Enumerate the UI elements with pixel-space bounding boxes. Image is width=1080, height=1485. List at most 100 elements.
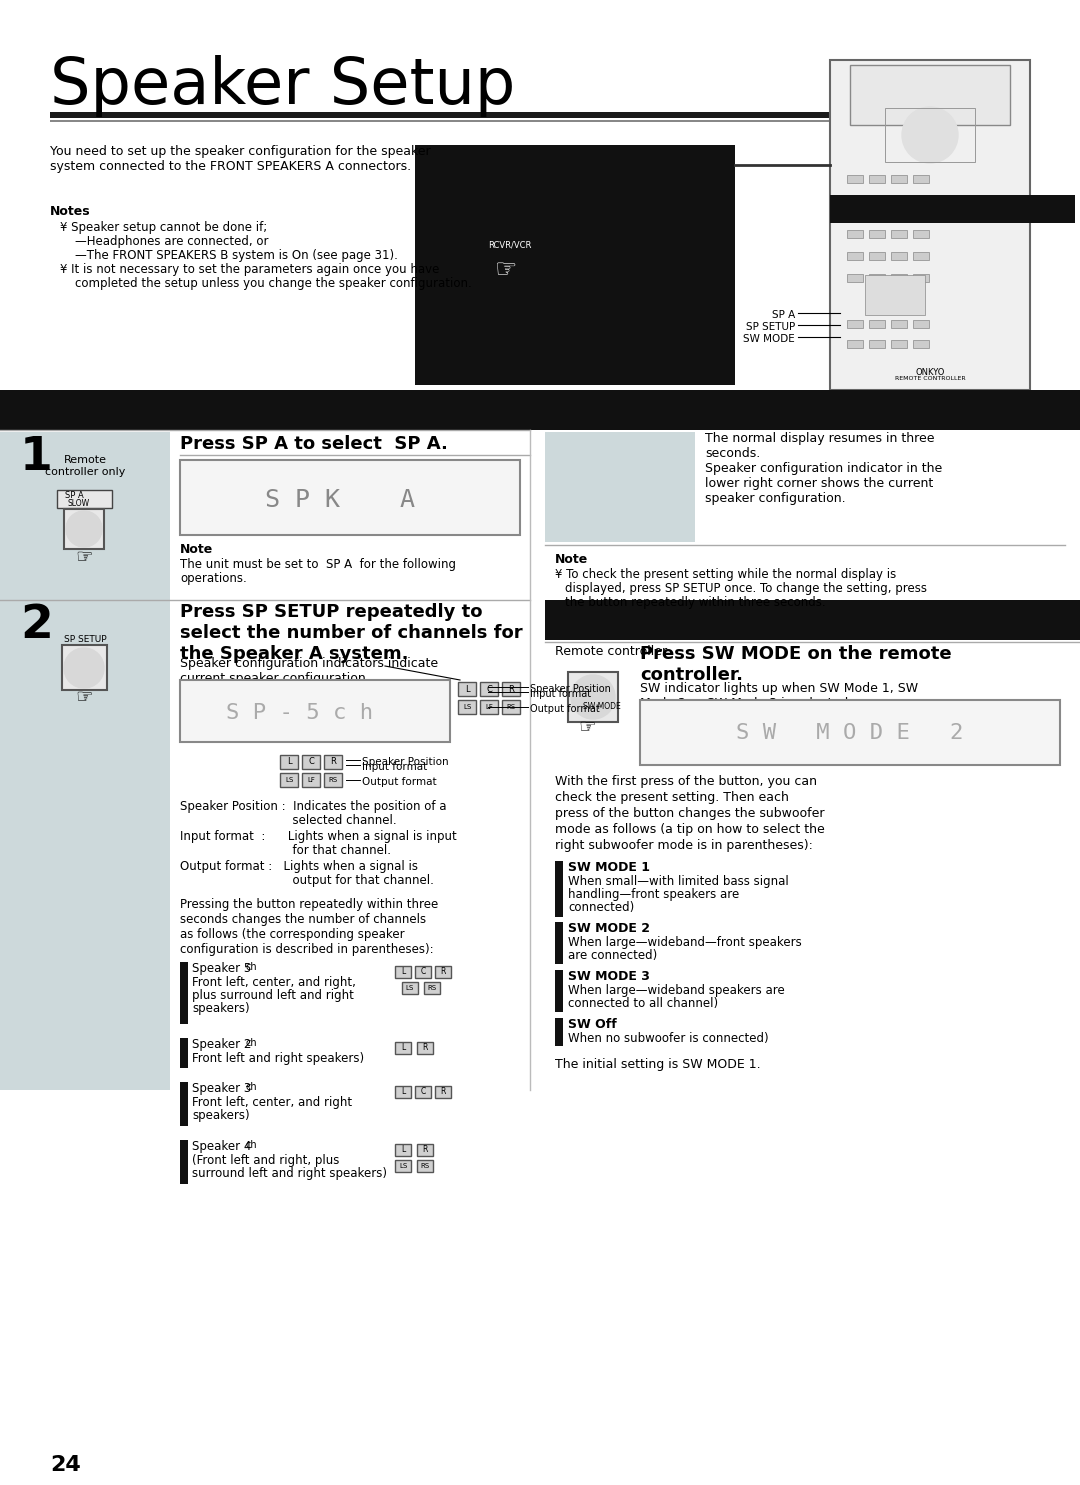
Bar [545,600,1080,640]
Text: You need to set up the speaker configuration for the speaker
system connected to: You need to set up the speaker configura… [50,146,431,172]
Bar [417,1143,433,1155]
Bar [555,970,563,1011]
Bar [402,982,418,993]
Bar [847,175,863,183]
Text: LS: LS [285,777,293,783]
Bar [502,699,519,714]
Text: press of the button changes the subwoofer: press of the button changes the subwoofe… [555,806,824,820]
Text: SP A: SP A [772,310,795,319]
Text: Remote controller: Remote controller [555,644,667,658]
Bar [869,275,885,282]
Bar [568,673,618,722]
Bar [847,252,863,260]
Bar [435,1086,451,1097]
Bar [458,682,476,696]
Bar [847,340,863,347]
Text: When large—wideband speakers are: When large—wideband speakers are [568,985,785,996]
Text: ch: ch [245,962,257,973]
Text: RS: RS [328,777,338,783]
Text: L: L [286,757,292,766]
Text: Speaker Position :  Indicates the position of a: Speaker Position : Indicates the positio… [180,800,446,812]
Text: 1: 1 [21,435,53,480]
Bar [891,319,907,328]
Text: Note: Note [555,552,589,566]
Bar [850,65,1010,125]
Text: LS: LS [406,985,414,990]
Text: the button repeatedly within three seconds.: the button repeatedly within three secon… [565,595,825,609]
Text: The initial setting is SW MODE 1.: The initial setting is SW MODE 1. [555,1057,760,1071]
Text: RS: RS [428,985,436,990]
Bar [480,699,498,714]
Bar [180,1038,188,1068]
Text: SP SETUP: SP SETUP [746,322,795,333]
Text: Output format: Output format [530,704,599,714]
Text: selected channel.: selected channel. [180,814,396,827]
Text: Speaker 3: Speaker 3 [192,1083,252,1094]
Bar [869,340,885,347]
Text: C: C [486,685,491,693]
Text: When small—with limited bass signal: When small—with limited bass signal [568,875,788,888]
Text: Speaker configuration indicators indicate
current speaker configuration.: Speaker configuration indicators indicat… [180,656,438,685]
Text: L: L [401,968,405,977]
Bar [891,230,907,238]
Bar [891,275,907,282]
Text: displayed, press SP SETUP once. To change the setting, press: displayed, press SP SETUP once. To chang… [565,582,927,595]
Text: ch: ch [245,1140,257,1149]
Text: check the present setting. Then each: check the present setting. Then each [555,792,788,803]
Bar [555,922,563,964]
Text: Note: Note [180,544,213,555]
Text: REMOTE CONTROLLER: REMOTE CONTROLLER [894,376,966,382]
Bar [280,774,298,787]
Text: SW MODE 3: SW MODE 3 [568,970,650,983]
Circle shape [571,676,615,719]
Text: L: L [401,1087,405,1096]
Bar [869,252,885,260]
Text: mode as follows (a tip on how to select the: mode as follows (a tip on how to select … [555,823,825,836]
Text: L: L [401,1145,405,1154]
Bar [831,195,1075,223]
Text: Notes: Notes [50,205,91,218]
Text: ☞: ☞ [75,548,93,567]
Text: Front left and right speakers): Front left and right speakers) [192,1051,364,1065]
Bar [324,754,342,769]
Text: Speaker 4: Speaker 4 [192,1140,252,1152]
Bar [0,432,170,601]
Text: LF: LF [307,777,315,783]
Text: When large—wideband—front speakers: When large—wideband—front speakers [568,936,801,949]
Text: S P - 5 c h: S P - 5 c h [227,702,374,723]
Text: RS: RS [420,1163,430,1169]
Text: R: R [330,757,336,766]
Text: Press SP SETUP repeatedly to
select the number of channels for
the Speaker A sys: Press SP SETUP repeatedly to select the … [180,603,523,662]
Text: SW indicator lights up when SW Mode 1, SW
Mode 2 or SW Mode 3 is selected.: SW indicator lights up when SW Mode 1, S… [640,682,918,710]
Bar [415,967,431,979]
Text: Input format: Input format [362,762,428,772]
Circle shape [902,107,958,163]
Bar [395,1160,411,1172]
Bar [395,1143,411,1155]
Text: S W   M O D E   2: S W M O D E 2 [737,723,963,742]
Bar [847,230,863,238]
Text: S P K    A: S P K A [265,489,415,512]
Bar [891,175,907,183]
Text: Output format: Output format [362,777,436,787]
Bar [62,644,107,691]
Bar [395,967,411,979]
Bar [424,982,440,993]
Text: SP A: SP A [65,492,84,500]
Text: With the first press of the button, you can: With the first press of the button, you … [555,775,816,789]
Text: Speaker Setup: Speaker Setup [50,55,515,117]
Bar [913,252,929,260]
Text: ¥ It is not necessary to set the parameters again once you have: ¥ It is not necessary to set the paramet… [60,263,440,276]
Bar [555,861,563,918]
Bar [417,1042,433,1054]
Bar [869,175,885,183]
Text: ¥ To check the present setting while the normal display is: ¥ To check the present setting while the… [555,567,896,581]
Bar [302,754,320,769]
Circle shape [64,647,104,688]
Bar [891,340,907,347]
Bar [57,490,112,508]
Bar [280,754,298,769]
Text: right subwoofer mode is in parentheses):: right subwoofer mode is in parentheses): [555,839,813,852]
Text: SW MODE 1: SW MODE 1 [568,861,650,875]
Bar [869,230,885,238]
